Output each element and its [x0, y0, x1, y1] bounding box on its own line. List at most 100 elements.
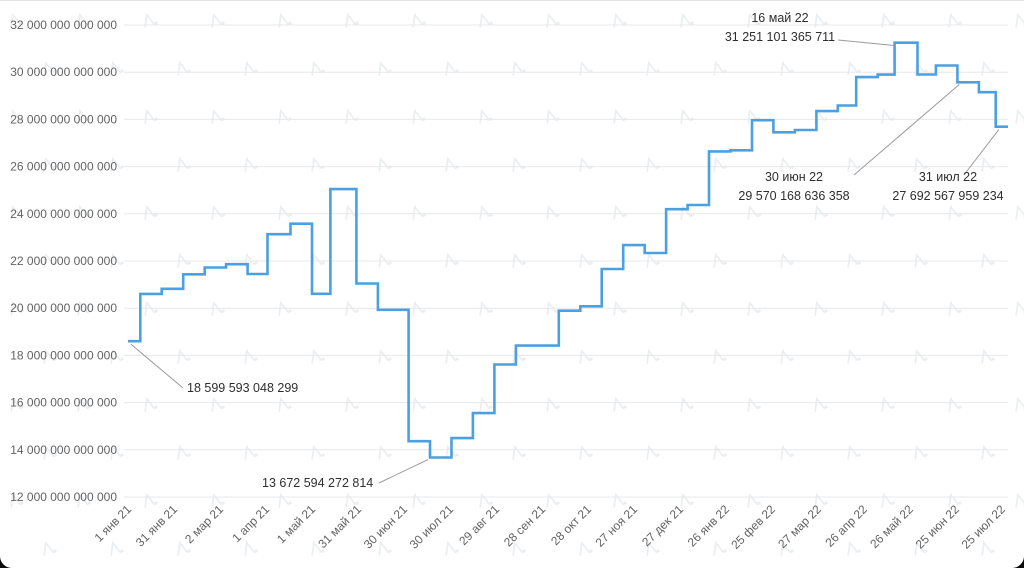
forklog-logo-icon	[914, 444, 928, 460]
watermark-triangle	[881, 300, 893, 316]
forklog-logo-icon	[412, 204, 426, 220]
forklog-logo-icon	[680, 12, 694, 28]
watermark-triangle	[345, 12, 357, 28]
forklog-logo-icon	[747, 204, 761, 220]
watermark-triangle	[613, 204, 625, 220]
watermark-dot	[690, 501, 694, 505]
watermark-dot	[53, 453, 57, 457]
x-tick-label: 28 сен 21	[501, 502, 548, 549]
watermark-triangle	[680, 492, 692, 508]
watermark-triangle	[110, 348, 122, 364]
annotation-label: 29 570 168 636 358	[738, 189, 849, 203]
forklog-logo-icon	[948, 12, 962, 28]
forklog-logo-icon	[546, 492, 560, 508]
forklog-logo-icon	[1015, 492, 1024, 508]
forklog-logo-icon	[1015, 108, 1024, 124]
watermark-dot	[824, 501, 828, 505]
x-tick: 26 янв 22	[685, 502, 733, 550]
watermark-triangle	[10, 108, 22, 124]
y-tick-label: 14 000 000 000 000	[10, 443, 117, 457]
watermark-triangle	[211, 108, 223, 124]
watermark-triangle	[981, 156, 993, 172]
watermark-triangle	[981, 444, 993, 460]
watermark-dot	[723, 549, 727, 553]
forklog-logo-icon	[646, 60, 660, 76]
watermark-triangle	[512, 540, 524, 556]
watermark-triangle	[579, 540, 591, 556]
x-tick-label: 25 июн 22	[913, 502, 963, 552]
watermark-triangle	[110, 60, 122, 76]
watermark-triangle	[713, 348, 725, 364]
watermark-dot	[857, 261, 861, 265]
forklog-logo-icon	[278, 108, 292, 124]
watermark-dot	[656, 357, 660, 361]
watermark-dot	[53, 357, 57, 361]
watermark-dot	[958, 405, 962, 409]
watermark-triangle	[445, 60, 457, 76]
forklog-logo-icon	[881, 204, 895, 220]
x-tick: 27 дек 21	[639, 502, 686, 549]
forklog-logo-icon	[948, 396, 962, 412]
watermark-triangle	[948, 396, 960, 412]
watermark-dot	[154, 309, 158, 313]
watermark-triangle	[211, 492, 223, 508]
forklog-logo-icon	[546, 12, 560, 28]
forklog-logo-icon	[311, 156, 325, 172]
forklog-logo-icon	[445, 156, 459, 172]
forklog-logo-icon	[244, 444, 258, 460]
forklog-logo-icon	[445, 444, 459, 460]
watermark-dot	[656, 549, 660, 553]
x-tick: 1 янв 21	[92, 502, 135, 545]
watermark-triangle	[747, 300, 759, 316]
watermark-triangle	[10, 492, 22, 508]
watermark-triangle	[10, 396, 22, 412]
watermark-triangle	[613, 300, 625, 316]
annotation-label: 27 692 567 959 234	[892, 189, 1003, 203]
watermark-triangle	[77, 492, 89, 508]
forklog-logo-icon	[144, 12, 158, 28]
forklog-logo-icon	[479, 492, 493, 508]
watermark-triangle	[579, 252, 591, 268]
watermark-dot	[288, 405, 292, 409]
forklog-logo-icon	[713, 252, 727, 268]
x-tick: 1 май 21	[274, 502, 318, 546]
forklog-logo-icon	[613, 396, 627, 412]
watermark-dot	[321, 261, 325, 265]
y-tick-label: 26 000 000 000 000	[10, 160, 117, 174]
watermark-triangle	[814, 396, 826, 412]
watermark-dot	[254, 357, 258, 361]
forklog-logo-icon	[43, 60, 57, 76]
forklog-logo-icon	[512, 348, 526, 364]
forklog-logo-icon	[43, 444, 57, 460]
forklog-logo-icon	[479, 12, 493, 28]
forklog-logo-icon	[512, 156, 526, 172]
forklog-logo-icon	[177, 252, 191, 268]
watermark-triangle	[713, 252, 725, 268]
watermark-triangle	[546, 396, 558, 412]
watermark-triangle	[10, 12, 22, 28]
forklog-logo-icon	[780, 444, 794, 460]
forklog-logo-icon	[981, 60, 995, 76]
y-tick-label: 22 000 000 000 000	[10, 254, 117, 268]
forklog-logo-icon	[412, 108, 426, 124]
watermark-dot	[790, 357, 794, 361]
y-tick-label: 32 000 000 000 000	[10, 18, 117, 32]
watermark-triangle	[445, 540, 457, 556]
watermark-dot	[221, 21, 225, 25]
watermark-dot	[288, 501, 292, 505]
forklog-logo-icon	[177, 540, 191, 556]
watermark-triangle	[10, 204, 22, 220]
watermark-triangle	[646, 60, 658, 76]
watermark-dot	[857, 453, 861, 457]
watermark-triangle	[613, 396, 625, 412]
watermark-dot	[53, 261, 57, 265]
watermark-dot	[656, 261, 660, 265]
watermark-triangle	[646, 540, 658, 556]
watermark-dot	[20, 501, 24, 505]
annotation-leader-line	[378, 459, 429, 484]
watermark-triangle	[546, 108, 558, 124]
forklog-logo-icon	[10, 492, 24, 508]
watermark-dot	[422, 21, 426, 25]
forklog-logo-icon	[546, 396, 560, 412]
